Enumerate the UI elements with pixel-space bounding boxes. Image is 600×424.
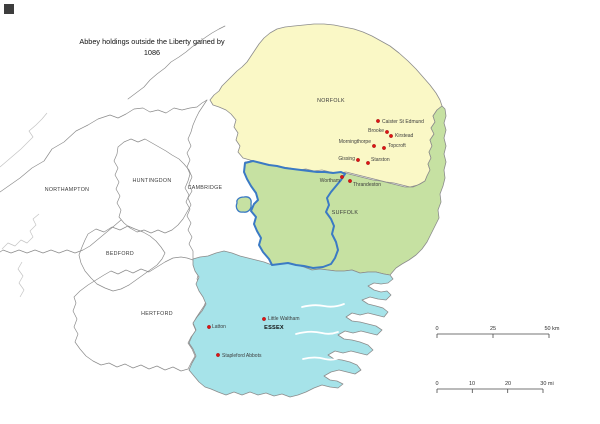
place-label-topcroft: Topcroft [388,143,406,149]
place-label-starston: Starston [371,157,390,163]
faint-boundaries [0,112,48,298]
scalebar-mi-label-1: 10 [469,381,475,387]
white-county-outlines [0,25,226,372]
scalebar-km-label-0: 0 [435,326,438,332]
place-dot-brooke [385,130,389,134]
place-dot-gissing [356,158,360,162]
title-line-2: 1086 [144,48,160,57]
place-dot-stapleford-abbots [216,353,220,357]
liberty-boundary [243,160,346,269]
place-label-thrandeston: Thrandeston [353,182,381,188]
place-label-little-waltham: Little Waltham [268,316,300,322]
place-dot-wortham [340,175,344,179]
county-label-northampton: NORTHAMPTON [45,187,90,193]
estuary-channels [295,303,345,361]
place-dot-thrandeston [348,179,352,183]
scalebar-mi-label-3: 30 mi [540,381,553,387]
place-label-stapleford-abbots: Stapleford Abbots [222,353,262,359]
places-layer: Caister St Edmund Brooke Kirstead Morningth… [207,119,424,359]
lincolnshire-shore-line [127,25,226,100]
scalebar-km: 0 25 50 km [435,326,560,338]
county-label-hertford: HERTFORD [141,311,173,317]
place-label-brooke: Brooke [368,128,384,134]
place-label-gissing: Gissing [338,156,355,162]
county-label-bedford: BEDFORD [106,251,134,257]
cambridge-outline [184,99,208,260]
scalebar-mi-label-0: 0 [435,381,438,387]
county-label-huntingdon: HUNTINGDON [133,178,172,184]
place-dot-topcroft [382,146,386,150]
map-title: Abbey holdings outside the Liberty gaine… [79,37,225,57]
place-label-caister-st-edmund: Caister St Edmund [382,119,424,125]
place-label-wortham: Wortham [320,178,340,184]
region-essex [188,250,394,398]
northwest-boundary-line [0,99,208,193]
county-label-cambridge: CAMBRIDGE [188,185,223,191]
huntingdon-outline [113,138,193,234]
corner-marker [4,4,14,14]
northampton-outline [0,219,122,254]
place-dot-kirstead [389,134,393,138]
place-dot-starston [366,161,370,165]
place-label-kirstead: Kirstead [395,133,414,139]
county-label-norfolk: NORFOLK [317,98,345,104]
place-dot-morningthorpe [372,144,376,148]
county-label-suffolk: SUFFOLK [332,210,359,216]
scalebar-mi-label-2: 20 [505,381,511,387]
scalebar-km-label-1: 25 [490,326,496,332]
place-label-latton: Latton [212,324,226,330]
county-label-essex: ESSEX [264,325,284,331]
county-labels: NORFOLK SUFFOLK ESSEX NORTHAMPTON HUNTIN… [45,98,359,331]
bedford-outline [78,225,166,292]
place-label-morningthorpe: Morningthorpe [339,139,371,145]
liberty-exclave [235,196,252,213]
place-dot-caister-st-edmund [376,119,380,123]
hertford-outline [72,256,208,372]
place-dot-little-waltham [262,317,266,321]
scalebar-km-label-2: 50 km [545,326,560,332]
title-line-1: Abbey holdings outside the Liberty gaine… [79,37,225,46]
scalebar-mi: 0 10 20 30 mi [435,381,554,393]
place-dot-latton [207,325,211,329]
